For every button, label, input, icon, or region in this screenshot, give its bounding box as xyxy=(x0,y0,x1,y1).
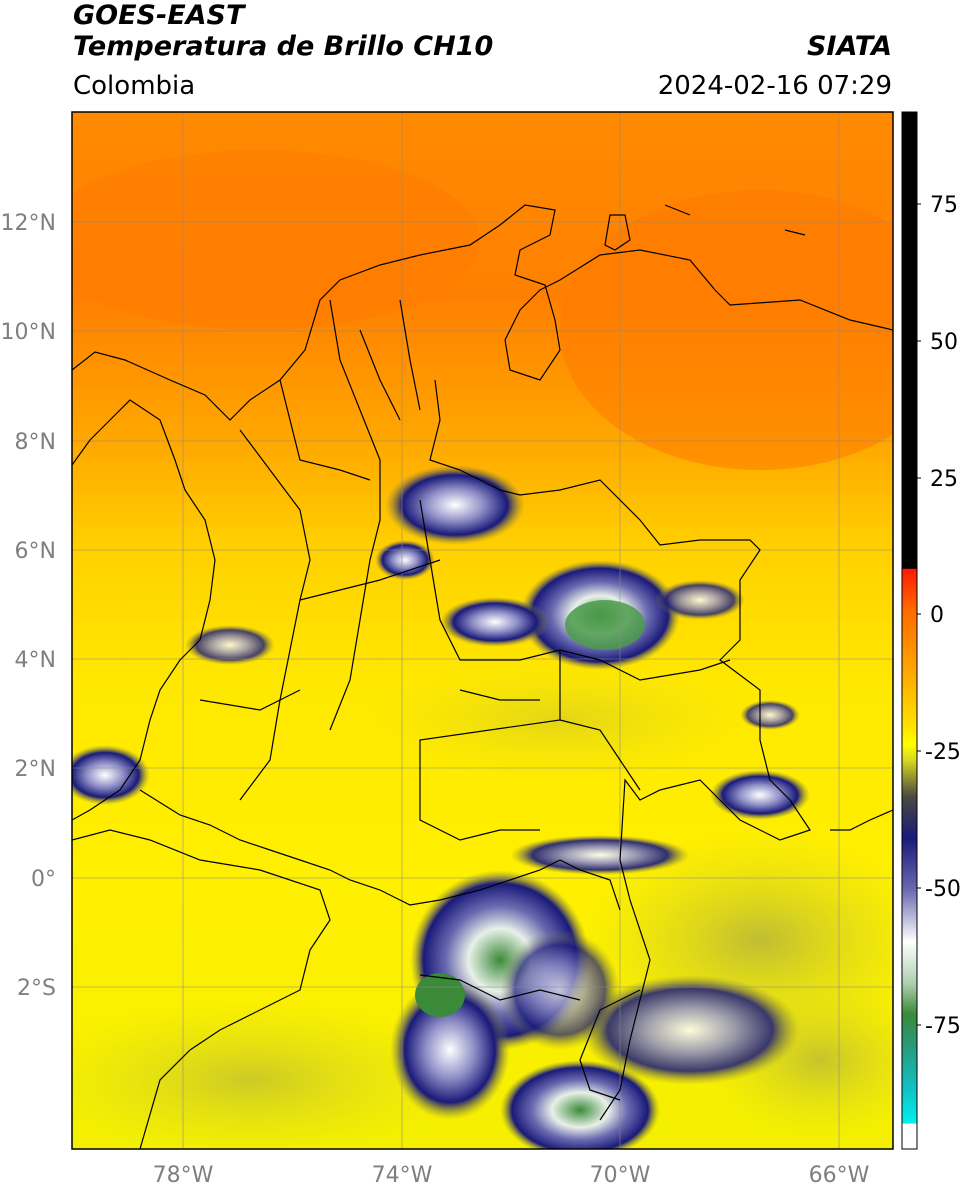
lat-label: 4°N xyxy=(15,648,56,673)
product-name: Temperatura de Brillo CH10 xyxy=(73,31,494,62)
lon-label: 74°W xyxy=(372,1163,433,1188)
region-label: Colombia xyxy=(73,71,196,101)
lon-label: 70°W xyxy=(590,1163,651,1188)
lon-label: 66°W xyxy=(809,1163,870,1188)
datetime-label: 2024-02-16 07:29 xyxy=(657,71,892,101)
map-frame xyxy=(71,111,894,1150)
lat-label: 12°N xyxy=(1,211,56,236)
colorbar-tick: 25 xyxy=(930,467,958,492)
lat-label: 2°N xyxy=(15,757,56,782)
lat-label: 2°S xyxy=(17,976,56,1001)
colorbar-scale xyxy=(901,111,918,1150)
map-title: GOES-EAST Temperatura de Brillo CH10 xyxy=(73,0,493,62)
satellite-name: GOES-EAST xyxy=(73,0,245,31)
lon-label: 78°W xyxy=(153,1163,214,1188)
colorbar-tick: 75 xyxy=(930,193,958,218)
lat-label: 10°N xyxy=(1,320,56,345)
colorbar-tick: 0 xyxy=(930,603,944,628)
colorbar-tick: 50 xyxy=(930,330,958,355)
colorbar-tick: -50 xyxy=(925,877,961,902)
graticule xyxy=(72,112,893,1149)
lat-label: 6°N xyxy=(15,539,56,564)
longitude-labels: 78°W 74°W 70°W 66°W xyxy=(153,1163,870,1188)
source-label: SIATA xyxy=(806,31,892,62)
colorbar: 75 50 25 0 -25 -50 -75 xyxy=(901,111,961,1150)
lat-label: 8°N xyxy=(15,430,56,455)
lat-label: 0° xyxy=(31,867,56,892)
boundaries xyxy=(72,204,893,1149)
colorbar-tick: -75 xyxy=(925,1014,961,1039)
latitude-labels: 12°N 10°N 8°N 6°N 4°N 2°N 0° 2°S xyxy=(1,211,56,1001)
colorbar-tick: -25 xyxy=(925,740,961,765)
temperature-field xyxy=(72,112,893,1149)
